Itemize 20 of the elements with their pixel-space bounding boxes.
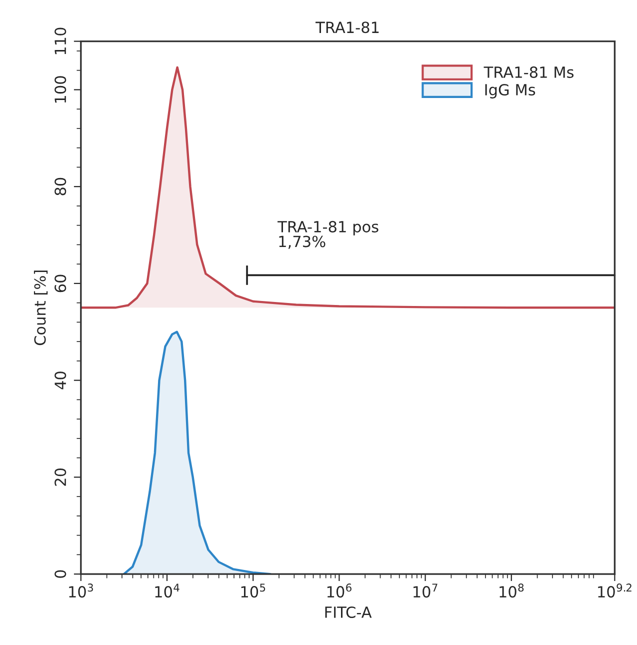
- y-tick-label: 60: [54, 274, 66, 292]
- legend-label: TRA1-81 Ms: [484, 66, 574, 78]
- y-tick-label: 40: [54, 372, 66, 390]
- legend-label: IgG Ms: [485, 84, 536, 98]
- annotation: TRA-1-81 pos 1,73%: [278, 220, 378, 249]
- y-axis-title: Count [%]: [34, 270, 48, 346]
- chart-title: TRA1-81: [316, 22, 379, 34]
- y-tick-label: 0: [54, 570, 66, 578]
- y-tick-label: 110: [54, 28, 66, 54]
- x-tick-label: 10$^{5}$: [241, 584, 266, 598]
- x-tick-label: 10$^{3}$: [69, 584, 93, 598]
- y-tick-label: 100: [54, 76, 66, 103]
- x-tick-label: 10$^{4}$: [155, 584, 180, 598]
- x-tick-label: 10$^{7}$: [414, 584, 438, 598]
- x-tick-label: 10$^{8}$: [500, 584, 524, 598]
- x-tick-label: 10$^{9.2}$: [598, 584, 632, 598]
- x-axis-title: FITC-A: [325, 606, 372, 618]
- y-tick-label: 20: [54, 468, 66, 486]
- x-tick-label: 10$^{6}$: [327, 584, 352, 598]
- y-tick-label: 80: [54, 178, 66, 196]
